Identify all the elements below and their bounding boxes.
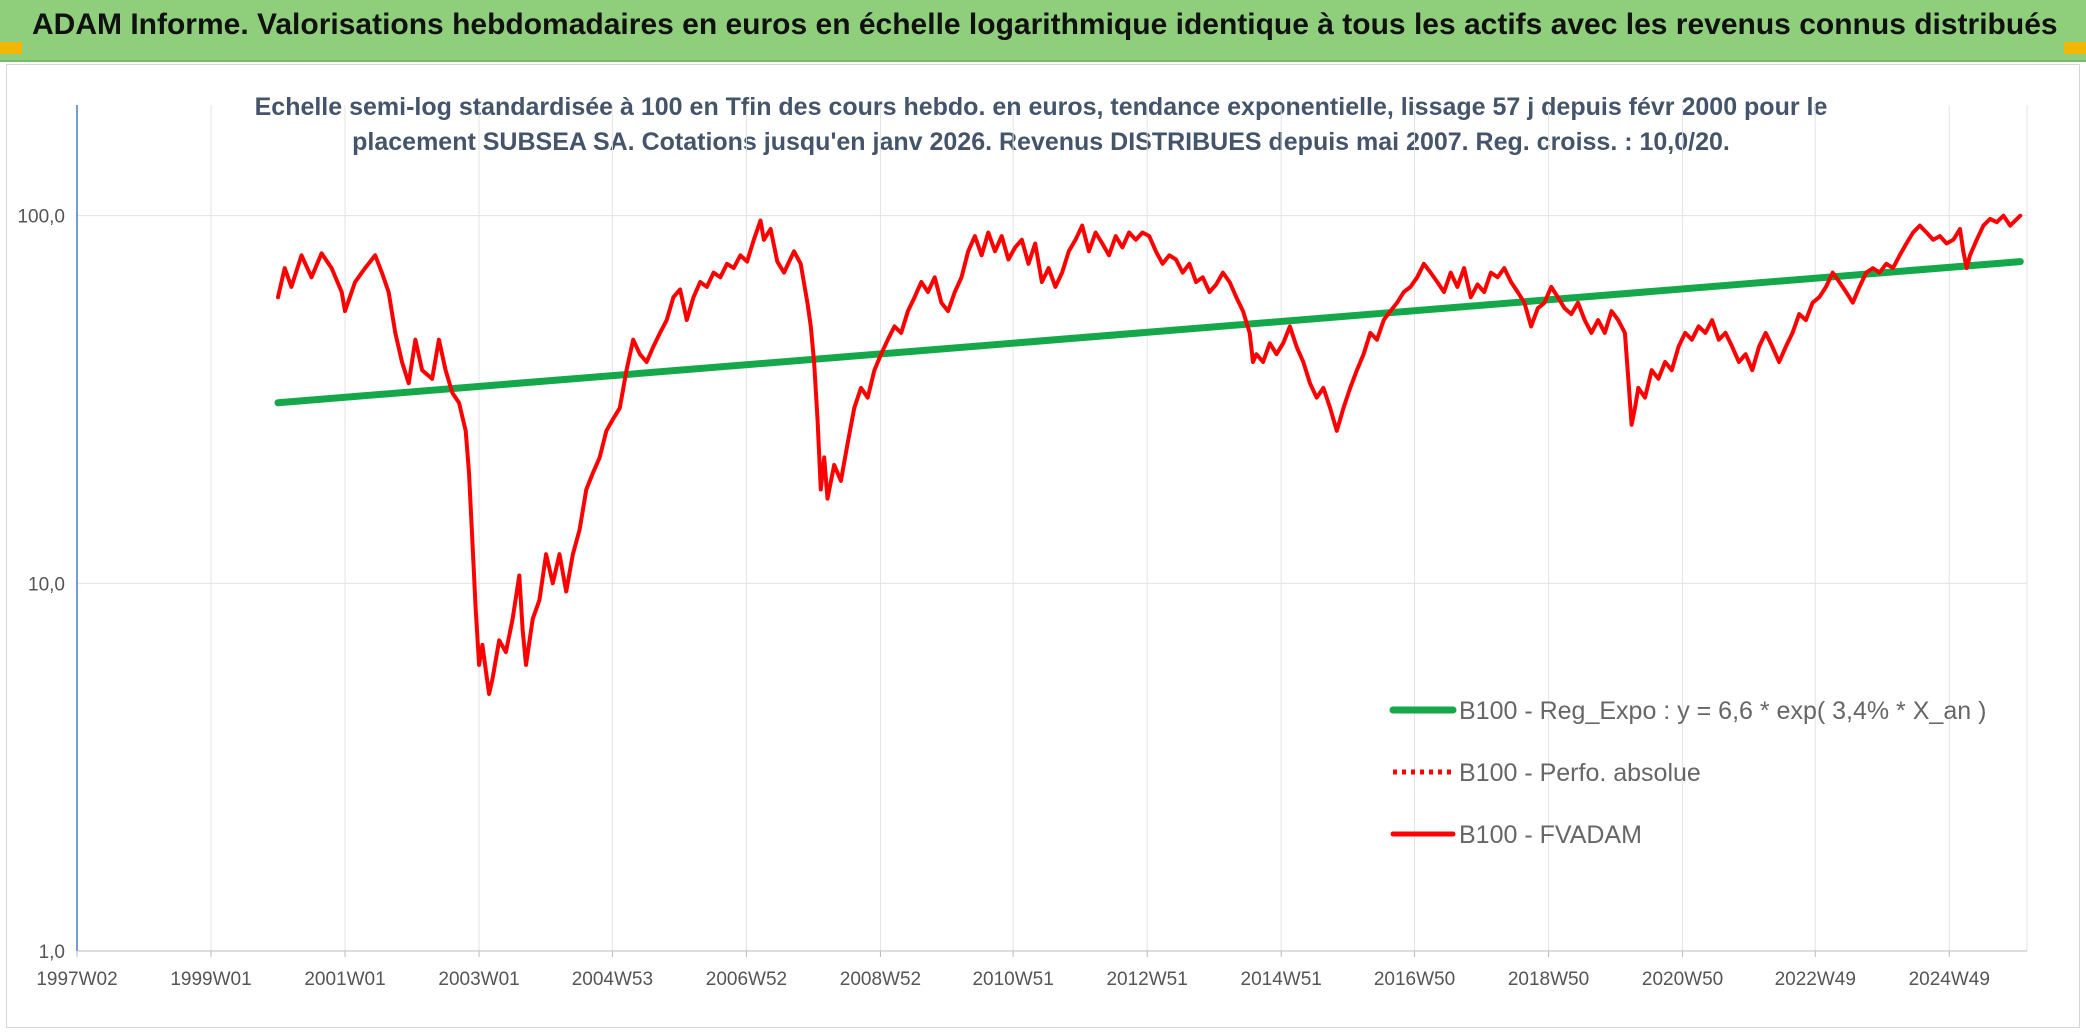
- x-tick-label: 2003W01: [438, 969, 519, 990]
- fvadam-line: [276, 213, 2023, 696]
- corner-mark-left: [0, 42, 22, 54]
- grid-layer: [77, 105, 2028, 952]
- x-tick-label: 2014W51: [1241, 969, 1322, 990]
- x-tick-label: 2008W52: [840, 969, 921, 990]
- regression-line: [274, 258, 2024, 407]
- y-tick-label: 100,0: [17, 207, 65, 228]
- legend: B100 - Reg_Expo : y = 6,6 * exp( 3,4% * …: [1389, 697, 1986, 849]
- series-layer: [274, 213, 2024, 696]
- x-tick-label: 2020W50: [1642, 969, 1723, 990]
- chart-svg: Echelle semi-log standardisée à 100 en T…: [17, 93, 2028, 990]
- chart-subtitle-line-1: Echelle semi-log standardisée à 100 en T…: [255, 93, 1828, 121]
- corner-mark-right: [2064, 42, 2086, 54]
- x-tick-label: 2016W50: [1374, 969, 1455, 990]
- chart-frame: Echelle semi-log standardisée à 100 en T…: [6, 64, 2080, 1028]
- chart-subtitle-line-2: placement SUBSEA SA. Cotations jusqu'en …: [352, 128, 1730, 156]
- axis-layer: 1997W02 1999W01 2001W01 2003W01 2004W53 2006W…: [17, 105, 2027, 990]
- x-tick-label: 2024W49: [1909, 969, 1990, 990]
- header-banner: ADAM Informe. Valorisations hebdomadaire…: [0, 0, 2086, 62]
- legend-item-fvadam: B100 - FVADAM: [1459, 821, 1642, 849]
- x-tick-label: 2022W49: [1775, 969, 1856, 990]
- x-tick-label: 2006W52: [706, 969, 787, 990]
- x-tick-label: 2004W53: [572, 969, 653, 990]
- x-tick-label: 2010W51: [972, 969, 1053, 990]
- x-tick-label: 2001W01: [304, 969, 385, 990]
- y-tick-label: 10,0: [28, 574, 65, 595]
- x-tick-label: 1999W01: [170, 969, 251, 990]
- page-title: ADAM Informe. Valorisations hebdomadaire…: [32, 8, 2058, 41]
- y-tick-label: 1,0: [39, 942, 65, 963]
- legend-item-perfo-absolue: B100 - Perfo. absolue: [1459, 759, 1701, 787]
- x-tick-label: 1997W02: [36, 969, 117, 990]
- x-tick-label: 2012W51: [1106, 969, 1187, 990]
- x-tick-label: 2018W50: [1508, 969, 1589, 990]
- legend-item-regression: B100 - Reg_Expo : y = 6,6 * exp( 3,4% * …: [1459, 697, 1986, 725]
